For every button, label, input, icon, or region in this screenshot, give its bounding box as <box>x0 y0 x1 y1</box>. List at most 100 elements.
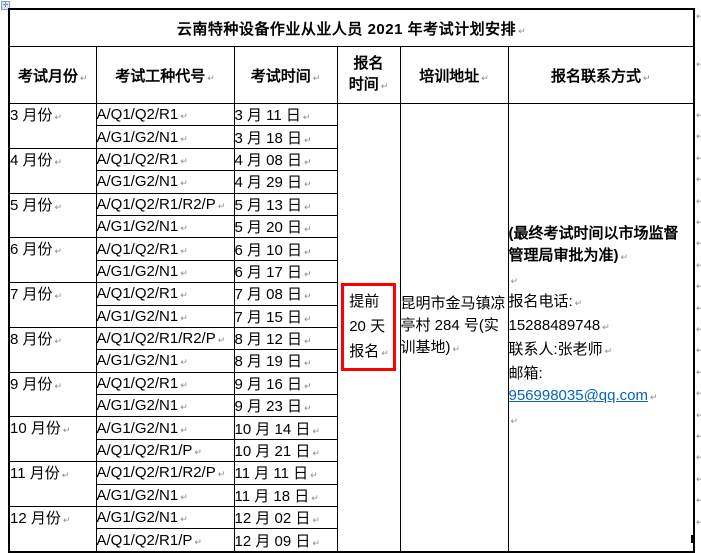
row-end-mark-icon: ↵ <box>696 196 701 207</box>
code-cell: A/Q1/Q2/R1/P ↵ <box>95 438 235 463</box>
paragraph-mark-icon: ↵ <box>180 134 188 145</box>
code-cell: A/G1/G2/N1 ↵ <box>95 506 235 530</box>
email-label: 邮箱: <box>508 365 543 383</box>
paragraph-mark-icon: ↵ <box>304 157 312 168</box>
month-cell: 9 月份 ↵ <box>8 371 97 418</box>
date-cell: 3 月 11 日 ↵ <box>233 102 338 127</box>
date-cell: 10 月 14 日 ↵ <box>233 416 338 440</box>
paragraph-mark-icon: ↵ <box>180 246 188 257</box>
paragraph-mark-icon: ↵ <box>452 345 461 356</box>
paragraph-mark-icon: ↵ <box>304 180 312 191</box>
table-row: A/G1/G2/N1 ↵ 11 月 18 日 ↵ <box>9 483 694 508</box>
table-row: A/G1/G2/N1 ↵ 7 月 15 日 ↵ <box>9 304 694 328</box>
code-cell: A/G1/G2/N1 ↵ <box>95 170 235 194</box>
code-cell: A/G1/G2/N1 ↵ <box>95 259 235 284</box>
code-cell: A/G1/G2/N1 ↵ <box>95 394 235 418</box>
code-cell: A/Q1/Q2/R1 ↵ <box>95 371 235 396</box>
code-cell: A/Q1/Q2/R1/P ↵ <box>95 528 235 553</box>
paragraph-mark-icon: ↵ <box>304 337 312 348</box>
paragraph-mark-icon: ↵ <box>481 73 489 84</box>
code-cell: A/Q1/Q2/R1 ↵ <box>95 147 235 172</box>
phone-label: 报名电话: ↵ <box>508 293 583 311</box>
paragraph-mark-icon: ↵ <box>180 156 188 167</box>
code-cell: A/G1/G2/N1 ↵ <box>95 304 235 328</box>
paragraph-mark-icon: ↵ <box>217 336 226 347</box>
date-cell: 7 月 15 日 ↵ <box>233 304 338 328</box>
code-cell: A/G1/G2/N1 ↵ <box>95 125 235 149</box>
paragraph-mark-icon: ↵ <box>61 471 70 482</box>
paragraph-mark-icon: ↵ <box>304 247 312 258</box>
paragraph-mark-icon: ↵ <box>304 314 312 325</box>
right-border-stub <box>691 535 693 543</box>
row-end-mark-icon: ↵ <box>696 218 701 228</box>
row-end-mark-icon: ↵ <box>696 111 701 121</box>
title-row: 云南特种设备作业从业人员 2021 年考试计划安排 ↵ <box>8 8 695 47</box>
date-cell: 7 月 08 日 ↵ <box>233 282 338 306</box>
contact-note: (最终考试时间以市场监督管理局审批为准) ↵ <box>508 225 679 265</box>
paragraph-mark-icon: ↵ <box>312 426 320 437</box>
row-end-mark-icon: ↵ <box>696 453 701 464</box>
paragraph-mark-icon: ↵ <box>518 26 527 37</box>
row-end-mark-icon: ↵ <box>696 282 701 293</box>
paragraph-mark-icon: ↵ <box>312 516 320 527</box>
row-end-mark-icon: ↵ <box>696 410 701 421</box>
blank-line: ↵ <box>509 409 693 431</box>
row-end-mark-icon: ↵ <box>696 132 701 143</box>
paragraph-mark-icon: ↵ <box>217 470 226 481</box>
code-cell: A/G1/G2/N1 ↵ <box>95 416 235 440</box>
col-header-time: 考试时间 ↵ <box>233 46 338 104</box>
paragraph-mark-icon: ↵ <box>650 393 658 404</box>
date-cell: 8 月 12 日 ↵ <box>233 326 338 351</box>
email-link[interactable]: 956998035@qq.com <box>508 387 648 405</box>
month-cell: 10 月份 ↵ <box>8 416 97 463</box>
table-row: 6 月份 ↵ A/Q1/Q2/R1 ↵ 6 月 10 日 ↵ <box>8 237 694 284</box>
signup-period-cell: 提前 20 天 报名 ↵ <box>336 102 401 553</box>
month-cell: 8 月份 ↵ <box>8 326 97 373</box>
table-row: 10 月份 ↵ A/G1/G2/N1 ↵ 10 月 14 日 ↵ <box>8 416 694 463</box>
date-cell: 6 月 17 日 ↵ <box>233 259 338 284</box>
paragraph-mark-icon: ↵ <box>304 202 312 213</box>
blank-line: ↵ <box>509 269 693 291</box>
date-cell: 4 月 08 日 ↵ <box>233 147 338 172</box>
paragraph-mark-icon: ↵ <box>217 201 226 212</box>
row-end-mark-icon: ↵ <box>696 153 701 164</box>
code-cell: A/Q1/Q2/R1/R2/P ↵ <box>95 192 235 216</box>
code-cell: A/Q1/Q2/R1 ↵ <box>95 237 235 261</box>
paragraph-mark-icon: ↵ <box>54 202 63 213</box>
code-cell: A/G1/G2/N1 ↵ <box>95 483 235 508</box>
row-end-mark-icon: ↵ <box>696 260 701 271</box>
row-end-mark-icon: ↵ <box>696 367 701 378</box>
date-cell: 9 月 16 日 ↵ <box>233 371 338 396</box>
contact-info-cell: (最终考试时间以市场监督管理局审批为准) ↵ ↵ 报名电话: ↵ 15288489748 ↵… <box>507 102 695 553</box>
paragraph-mark-icon: ↵ <box>194 448 202 459</box>
paragraph-mark-icon: ↵ <box>380 81 389 92</box>
paragraph-mark-icon: ↵ <box>510 277 519 288</box>
paragraph-mark-icon: ↵ <box>180 492 188 503</box>
month-cell: 5 月份 ↵ <box>8 192 97 239</box>
date-cell: 11 月 11 日 ↵ <box>233 461 338 485</box>
date-cell: 3 月 18 日 ↵ <box>233 125 338 149</box>
date-cell: 6 月 10 日 ↵ <box>233 237 338 261</box>
paragraph-mark-icon: ↵ <box>574 299 583 310</box>
paragraph-mark-icon: ↵ <box>180 291 188 302</box>
table-title: 云南特种设备作业从业人员 2021 年考试计划安排 ↵ <box>8 8 695 47</box>
paragraph-mark-icon: ↵ <box>207 73 215 84</box>
paragraph-mark-icon: ↵ <box>180 403 188 414</box>
paragraph-mark-icon: ↵ <box>180 358 188 369</box>
code-cell: A/G1/G2/N1 ↵ <box>95 214 235 239</box>
paragraph-mark-icon: ↵ <box>312 449 320 460</box>
table-row: A/G1/G2/N1 ↵ 5 月 20 日 ↵ <box>9 214 694 239</box>
date-cell: 12 月 02 日 ↵ <box>233 506 338 530</box>
paragraph-mark-icon: ↵ <box>304 404 312 415</box>
paragraph-mark-icon: ↵ <box>302 113 311 124</box>
paragraph-mark-icon: ↵ <box>54 381 63 392</box>
paragraph-mark-icon: ↵ <box>643 73 651 84</box>
paragraph-mark-icon: ↵ <box>180 179 188 190</box>
table-move-handle-icon[interactable]: ✛ <box>1 1 10 10</box>
row-end-mark-icon: ↵ <box>696 325 701 335</box>
paragraph-mark-icon: ↵ <box>304 135 312 146</box>
table-row: 7 月份 ↵ A/Q1/Q2/R1 ↵ 7 月 08 日 ↵ <box>8 282 694 328</box>
date-cell: 12 月 09 日 ↵ <box>233 528 338 553</box>
paragraph-mark-icon: ↵ <box>312 538 320 549</box>
paragraph-mark-icon: ↵ <box>180 313 188 324</box>
